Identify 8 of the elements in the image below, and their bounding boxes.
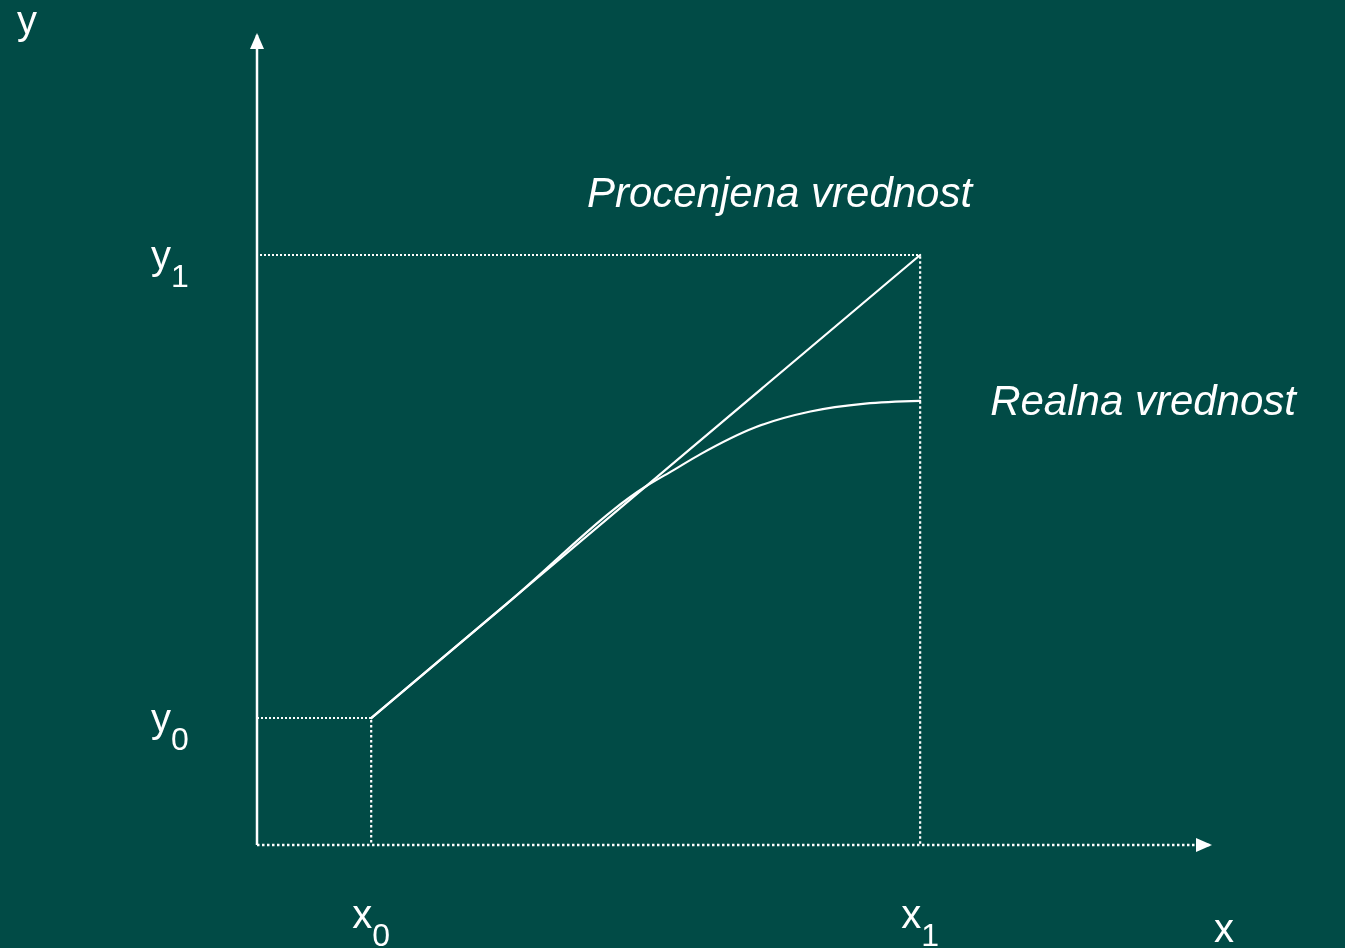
y-tick-label: y$_{1}$: [151, 232, 189, 294]
x-axis-title: x: [1214, 906, 1234, 948]
series-label: Procenjena vrednost: [586, 168, 975, 216]
y-tick-label: y$_{0}$: [151, 696, 189, 758]
x-tick-label: x$_{1}$: [901, 892, 940, 948]
x-tick-label: x$_{0}$: [352, 892, 391, 948]
series-label: Realna vrednost: [990, 376, 1299, 424]
y-axis-title: y: [17, 0, 37, 42]
